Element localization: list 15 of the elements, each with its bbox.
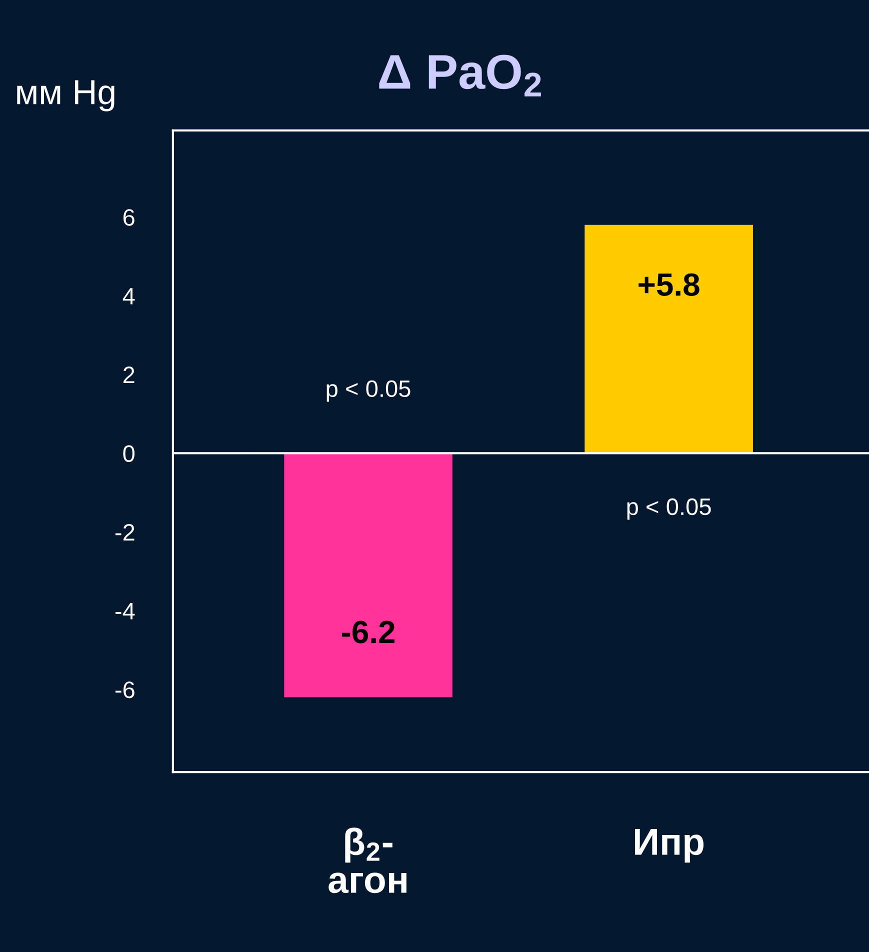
- y-tick-label: 4: [122, 288, 135, 304]
- annotation: p < 0.05: [627, 498, 711, 520]
- annotation: p < 0.05: [326, 380, 410, 402]
- y-tick-label: 0: [123, 445, 135, 462]
- y-tick-label: -4: [115, 602, 135, 620]
- x-tick-label: β$_{2}$- агон: [328, 828, 406, 894]
- x-tick-label: Ипр: [635, 829, 704, 863]
- y-tick-label: 2: [123, 366, 134, 384]
- data-label: -6.2: [342, 620, 395, 644]
- y-tick-label: -6: [115, 681, 134, 698]
- chart-title: Δ PaO$_{2}$: [379, 54, 541, 96]
- y-axis-title: мм Hg: [17, 80, 114, 112]
- data-label: +5.8: [638, 273, 700, 296]
- y-tick-label: 6: [124, 209, 134, 226]
- y-tick-label: -2: [115, 524, 134, 540]
